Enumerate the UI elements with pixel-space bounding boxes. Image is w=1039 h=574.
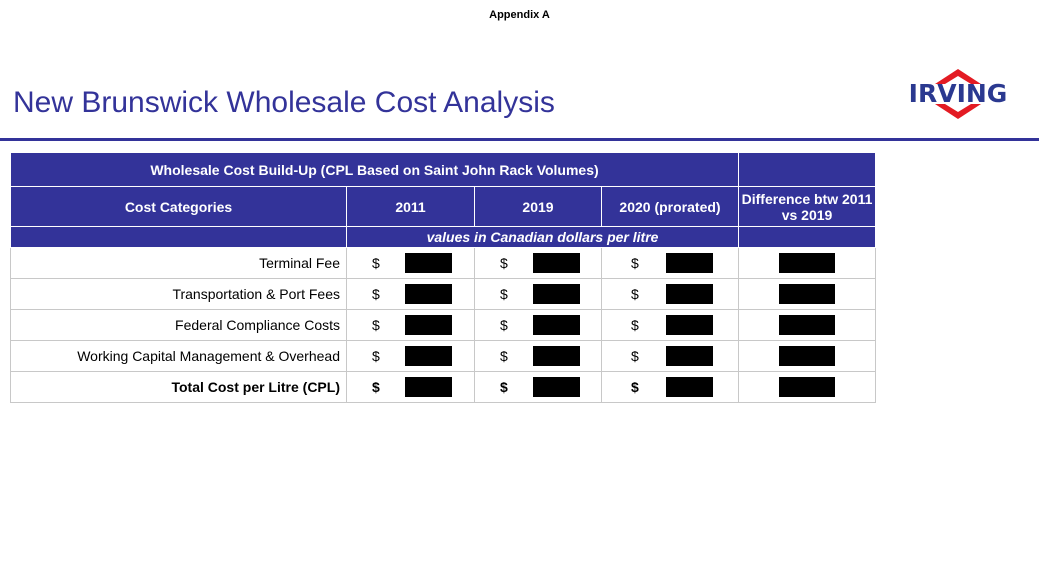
- currency-sign: $: [500, 379, 508, 395]
- currency-sign: $: [372, 348, 380, 364]
- redaction: [666, 284, 713, 304]
- currency-sign: $: [500, 255, 508, 271]
- redaction: [666, 346, 713, 366]
- redaction: [779, 346, 836, 366]
- currency-sign: $: [631, 286, 639, 302]
- redaction: [405, 377, 452, 397]
- value-cell: $: [600, 371, 740, 403]
- value-cell: $: [600, 340, 740, 372]
- table-row: Total Cost per Litre (CPL) $ $ $: [10, 371, 877, 403]
- page-title: New Brunswick Wholesale Cost Analysis: [13, 86, 555, 119]
- column-header: 2019: [474, 186, 602, 227]
- redaction: [405, 315, 452, 335]
- value-cell: $: [346, 371, 475, 403]
- redaction: [666, 253, 713, 273]
- redaction: [533, 284, 580, 304]
- row-label: Terminal Fee: [10, 247, 347, 279]
- value-cell: $: [474, 278, 602, 310]
- redaction: [533, 377, 580, 397]
- redaction: [533, 315, 580, 335]
- value-cell: $: [474, 340, 602, 372]
- redaction: [666, 377, 713, 397]
- currency-sign: $: [500, 348, 508, 364]
- value-cell: $: [600, 309, 740, 341]
- column-header: 2011: [346, 186, 475, 227]
- currency-sign: $: [372, 317, 380, 333]
- title-rule: [0, 138, 1039, 141]
- redaction: [666, 315, 713, 335]
- blank-header: [10, 226, 347, 248]
- currency-sign: $: [631, 348, 639, 364]
- redaction: [779, 377, 836, 397]
- redaction: [779, 284, 836, 304]
- column-header: Difference btw 2011 vs 2019: [738, 186, 877, 227]
- value-cell: [738, 247, 877, 279]
- value-cell: $: [346, 309, 475, 341]
- cost-table: Wholesale Cost Build-Up (CPL Based on Sa…: [9, 152, 877, 403]
- blank-header: [738, 226, 877, 248]
- value-cell: [738, 371, 877, 403]
- currency-sign: $: [372, 379, 380, 395]
- redaction: [533, 346, 580, 366]
- logo: IRVING: [909, 69, 1008, 119]
- currency-sign: $: [500, 286, 508, 302]
- redaction: [405, 346, 452, 366]
- currency-sign: $: [631, 317, 639, 333]
- column-header: 2020 (prorated): [600, 186, 740, 227]
- currency-sign: $: [500, 317, 508, 333]
- blank-header: [738, 152, 877, 187]
- redaction: [779, 315, 836, 335]
- currency-sign: $: [372, 286, 380, 302]
- logo-text: IRVING: [909, 79, 1008, 108]
- value-cell: [738, 278, 877, 310]
- value-cell: $: [346, 278, 475, 310]
- table-row: Working Capital Management & Overhead $ $ $: [10, 340, 877, 372]
- currency-sign: $: [372, 255, 380, 271]
- redaction: [405, 284, 452, 304]
- value-cell: $: [600, 247, 740, 279]
- value-cell: $: [474, 247, 602, 279]
- row-label: Total Cost per Litre (CPL): [10, 371, 347, 403]
- row-label: Working Capital Management & Overhead: [10, 340, 347, 372]
- table-title: Wholesale Cost Build-Up (CPL Based on Sa…: [9, 152, 740, 187]
- redaction: [405, 253, 452, 273]
- logo-chevron-bottom: [935, 104, 981, 119]
- value-cell: [738, 309, 877, 341]
- column-header: Cost Categories: [10, 186, 347, 227]
- table-row: Federal Compliance Costs $ $ $: [10, 309, 877, 341]
- value-cell: $: [474, 309, 602, 341]
- redaction: [779, 253, 836, 273]
- units-note: values in Canadian dollars per litre: [345, 226, 740, 248]
- row-label: Federal Compliance Costs: [10, 309, 347, 341]
- row-label: Transportation & Port Fees: [10, 278, 347, 310]
- logo-chevron-top: [935, 69, 981, 84]
- value-cell: $: [600, 278, 740, 310]
- redaction: [533, 253, 580, 273]
- value-cell: $: [474, 371, 602, 403]
- currency-sign: $: [631, 379, 639, 395]
- value-cell: $: [346, 340, 475, 372]
- value-cell: $: [346, 247, 475, 279]
- value-cell: [738, 340, 877, 372]
- table-row: Terminal Fee $ $ $: [10, 247, 877, 279]
- table-row: Transportation & Port Fees $ $ $: [10, 278, 877, 310]
- currency-sign: $: [631, 255, 639, 271]
- appendix-label: Appendix A: [489, 9, 550, 21]
